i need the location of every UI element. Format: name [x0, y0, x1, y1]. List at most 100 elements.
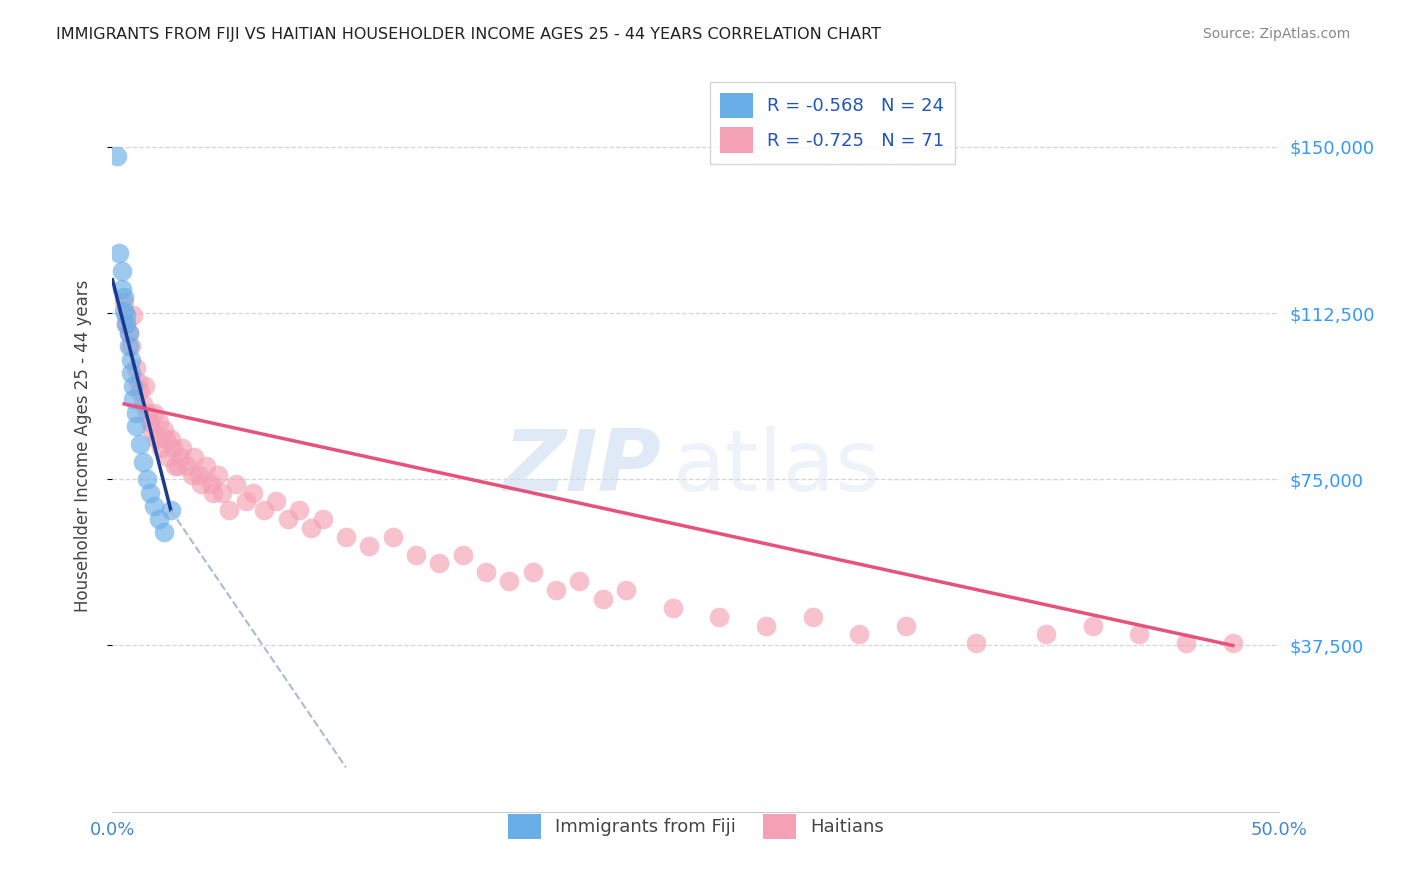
Point — [183, 450, 205, 464]
Point — [141, 424, 163, 438]
Point — [1175, 636, 1198, 650]
Point — [166, 458, 188, 473]
Point — [115, 317, 138, 331]
Point — [112, 291, 135, 305]
Point — [125, 406, 148, 420]
Point — [755, 618, 778, 632]
Point — [162, 441, 184, 455]
Point — [242, 485, 264, 500]
Point — [143, 406, 166, 420]
Point — [172, 441, 194, 455]
Point — [965, 636, 987, 650]
Point — [127, 375, 149, 389]
Point — [160, 433, 183, 447]
Point — [125, 419, 148, 434]
Point — [801, 609, 824, 624]
Point — [201, 485, 224, 500]
Point — [139, 485, 162, 500]
Point — [118, 339, 141, 353]
Point — [118, 326, 141, 340]
Point — [108, 246, 131, 260]
Point — [125, 361, 148, 376]
Point — [276, 512, 298, 526]
Point — [112, 294, 135, 309]
Point — [544, 583, 567, 598]
Point — [122, 379, 145, 393]
Point — [194, 458, 217, 473]
Point — [190, 476, 212, 491]
Point — [614, 583, 637, 598]
Point — [136, 472, 159, 486]
Point — [359, 539, 381, 553]
Point — [498, 574, 520, 589]
Point — [132, 454, 155, 468]
Point — [211, 485, 233, 500]
Point — [200, 476, 222, 491]
Point — [894, 618, 917, 632]
Point — [148, 512, 170, 526]
Point — [115, 317, 138, 331]
Point — [225, 476, 247, 491]
Point — [134, 379, 156, 393]
Point — [475, 566, 498, 580]
Text: IMMIGRANTS FROM FIJI VS HAITIAN HOUSEHOLDER INCOME AGES 25 - 44 YEARS CORRELATIO: IMMIGRANTS FROM FIJI VS HAITIAN HOUSEHOL… — [56, 27, 882, 42]
Point — [148, 415, 170, 429]
Text: ZIP: ZIP — [503, 426, 661, 509]
Point — [1035, 627, 1057, 641]
Point — [299, 521, 322, 535]
Point — [335, 530, 357, 544]
Point — [709, 609, 731, 624]
Point — [253, 503, 276, 517]
Point — [136, 406, 159, 420]
Point — [661, 600, 683, 615]
Point — [112, 303, 135, 318]
Point — [218, 503, 240, 517]
Point — [111, 282, 134, 296]
Point — [848, 627, 870, 641]
Point — [122, 392, 145, 407]
Point — [427, 557, 450, 571]
Point — [1222, 636, 1244, 650]
Point — [155, 433, 177, 447]
Legend: Immigrants from Fiji, Haitians: Immigrants from Fiji, Haitians — [501, 806, 891, 847]
Point — [311, 512, 333, 526]
Point — [451, 548, 474, 562]
Point — [264, 494, 287, 508]
Point — [288, 503, 311, 517]
Point — [120, 366, 142, 380]
Point — [143, 499, 166, 513]
Point — [118, 326, 141, 340]
Point — [187, 467, 209, 482]
Point — [592, 591, 614, 606]
Point — [139, 415, 162, 429]
Text: atlas: atlas — [672, 426, 880, 509]
Point — [165, 458, 187, 473]
Point — [207, 467, 229, 482]
Point — [146, 433, 169, 447]
Point — [115, 308, 138, 322]
Point — [176, 458, 198, 473]
Point — [160, 503, 183, 517]
Point — [153, 525, 176, 540]
Point — [1081, 618, 1104, 632]
Point — [129, 384, 152, 398]
Point — [111, 264, 134, 278]
Point — [120, 352, 142, 367]
Point — [157, 450, 180, 464]
Point — [132, 397, 155, 411]
Point — [105, 148, 128, 162]
Point — [169, 450, 191, 464]
Point — [129, 437, 152, 451]
Point — [522, 566, 544, 580]
Point — [1128, 627, 1150, 641]
Text: Source: ZipAtlas.com: Source: ZipAtlas.com — [1202, 27, 1350, 41]
Point — [381, 530, 404, 544]
Y-axis label: Householder Income Ages 25 - 44 years: Householder Income Ages 25 - 44 years — [73, 280, 91, 612]
Point — [568, 574, 591, 589]
Point — [405, 548, 427, 562]
Point — [153, 424, 176, 438]
Point — [180, 467, 202, 482]
Point — [235, 494, 257, 508]
Point — [122, 308, 145, 322]
Point — [120, 339, 142, 353]
